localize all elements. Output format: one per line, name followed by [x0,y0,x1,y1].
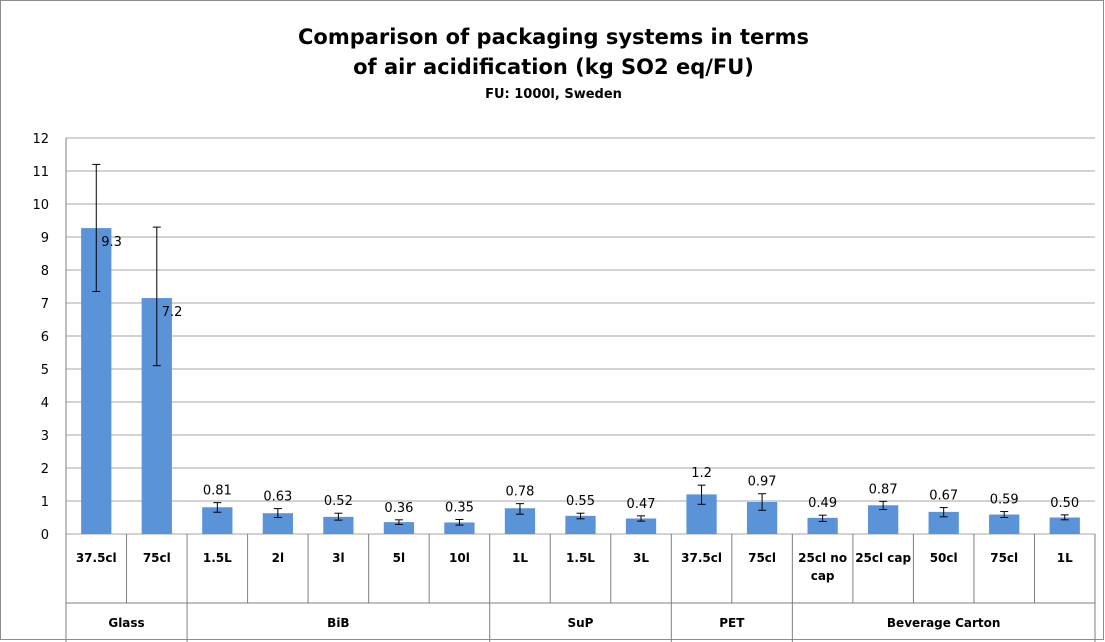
data-label: 0.50 [1050,496,1079,511]
data-label: 0.52 [324,494,353,509]
x-tick-label: 75cl [990,551,1018,565]
bar-beverage-carton-1L [1049,517,1080,534]
bar-beverage-carton-75cl [989,514,1020,534]
x-tick-label: 1L [1057,551,1073,565]
y-tick-label: 6 [41,330,49,345]
x-tick-label: 75cl [143,551,171,565]
y-tick-label: 3 [41,429,49,444]
bar-sup-3L [625,518,657,534]
x-tick-label: 1.5L [566,551,595,565]
bar-bib-2l [262,513,293,534]
y-tick-label: 4 [41,396,49,411]
group-label: PET [719,616,745,630]
group-label: Glass [108,616,144,630]
y-tick-label: 10 [32,198,49,213]
y-tick-label: 2 [41,462,49,477]
data-label: 0.63 [263,490,292,505]
x-tick-label: 75cl [748,551,776,565]
data-label: 0.47 [627,497,656,512]
x-tick-label: 10l [449,551,470,565]
bar-beverage-carton-25cl-no-cap [807,517,838,534]
data-label: 1.2 [691,466,712,481]
bar-bib-10l [444,522,475,534]
x-tick-label: 1.5L [203,551,232,565]
data-label: 0.55 [566,494,595,509]
group-label: SuP [568,616,594,630]
x-tick-label: 50cl [930,551,958,565]
x-tick-label: 37.5cl [681,551,722,565]
chart-title-line-1: Comparison of packaging systems in terms [298,25,809,49]
y-tick-label: 9 [41,231,49,246]
x-tick-label: 2l [272,551,284,565]
y-tick-label: 0 [41,528,49,543]
y-tick-label: 12 [32,132,49,147]
data-label: 0.81 [203,484,232,499]
data-label: 0.35 [445,500,474,515]
x-tick-label: 25cl no [798,551,847,565]
group-label: BiB [327,616,349,630]
data-label: 0.36 [384,501,413,516]
data-label: 0.87 [869,482,898,497]
x-tick-label: cap [811,569,835,583]
data-label: 0.49 [808,496,837,511]
x-tick-label: 1L [512,551,528,565]
data-label: 0.67 [929,489,958,504]
data-label: 9.3 [101,235,122,250]
chart-subtitle: FU: 1000l, Sweden [485,87,622,102]
x-tick-label: 25cl cap [855,551,911,565]
bar-bib-5l [383,522,415,534]
chart-title-line-2: of air acidification (kg SO2 eq/FU) [353,55,754,79]
bar-bib-3l [323,516,354,534]
y-tick-label: 1 [41,495,49,510]
y-tick-label: 11 [32,165,49,180]
group-label: Beverage Carton [887,616,1001,630]
y-tick-label: 8 [41,264,49,279]
x-tick-label: 3L [633,551,649,565]
y-tick-label: 5 [41,363,49,378]
bar-beverage-carton-50cl [928,511,959,534]
data-label: 0.97 [748,475,777,490]
data-label: 0.78 [505,485,534,500]
x-tick-label: 5l [393,551,405,565]
data-label: 0.59 [990,493,1019,508]
y-tick-label: 7 [41,297,49,312]
x-tick-label: 3l [332,551,344,565]
bar-sup-1-5L [565,515,596,534]
data-label: 7.2 [162,305,183,320]
x-tick-label: 37.5cl [76,551,117,565]
